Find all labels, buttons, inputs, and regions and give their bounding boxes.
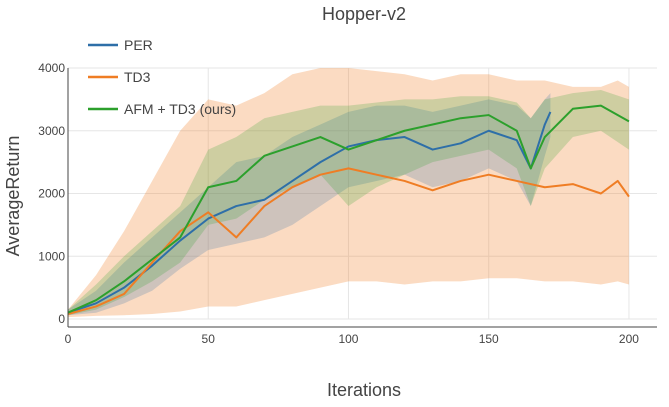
legend[interactable]: PER TD3 AFM + TD3 (ours) — [88, 37, 236, 117]
series-line-2 — [67, 104, 630, 314]
band-2 — [68, 89, 629, 316]
y-tick-label: 0 — [58, 312, 65, 326]
x-tick-label: 50 — [202, 332, 216, 346]
x-tick-label: 150 — [479, 332, 499, 346]
y-axis-title: AverageReturn — [3, 136, 23, 257]
chart-title: Hopper-v2 — [322, 4, 406, 24]
legend-label: AFM + TD3 (ours) — [124, 101, 236, 117]
x-tick-label: 100 — [338, 332, 358, 346]
legend-item-2[interactable]: AFM + TD3 (ours) — [88, 101, 236, 117]
series-line-1 — [67, 167, 630, 315]
y-tick-label: 1000 — [38, 249, 65, 263]
y-tick-label: 4000 — [38, 61, 65, 75]
legend-label: TD3 — [124, 69, 151, 85]
x-tick-label: 0 — [65, 332, 72, 346]
y-tick-label: 2000 — [38, 187, 65, 201]
series-line-0 — [67, 111, 552, 314]
axes: 0 1000 2000 3000 4000 0 50 100 150 200 — [38, 61, 657, 346]
x-axis-title: Iterations — [327, 380, 401, 400]
series-lines — [67, 104, 630, 315]
y-tick-label: 3000 — [38, 124, 65, 138]
x-tick-label: 200 — [619, 332, 639, 346]
legend-item-0[interactable]: PER — [88, 37, 153, 53]
legend-item-1[interactable]: TD3 — [88, 69, 151, 85]
legend-label: PER — [124, 37, 153, 53]
